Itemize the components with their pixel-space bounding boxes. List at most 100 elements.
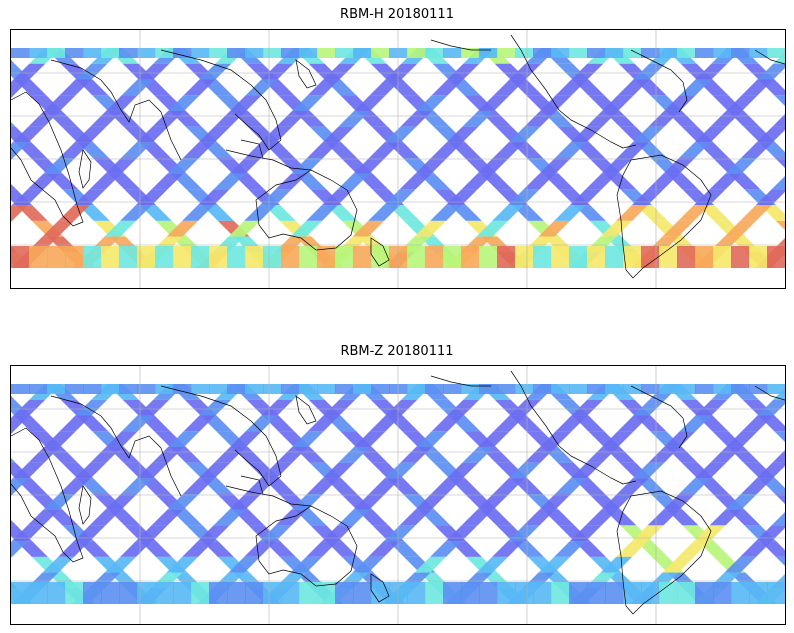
swath-segment xyxy=(197,189,230,206)
swath-segment xyxy=(228,556,261,573)
swath-segment xyxy=(209,48,228,58)
swath-segment xyxy=(197,525,230,542)
swath-segment xyxy=(263,246,282,268)
swath-segment xyxy=(11,189,44,206)
swath-segment xyxy=(137,399,170,416)
swath-segment xyxy=(209,582,228,604)
swath-segment xyxy=(662,220,695,237)
swath-segment xyxy=(292,95,324,111)
swath-segment xyxy=(78,205,110,221)
swath-segment xyxy=(605,246,624,268)
swath-segment xyxy=(659,246,678,268)
swath-segment xyxy=(73,525,106,542)
swath-segment xyxy=(16,205,48,221)
swath-segment xyxy=(47,246,66,268)
swath-segment xyxy=(586,446,619,463)
swath-segment xyxy=(407,384,426,394)
swath-segment xyxy=(354,431,386,447)
swath-segment xyxy=(512,541,544,557)
swath-segment xyxy=(65,246,84,268)
swath-segment xyxy=(569,384,588,394)
swath-segment xyxy=(183,79,216,96)
swath-segment xyxy=(261,399,294,416)
swath-segment xyxy=(13,63,46,80)
swath-segment xyxy=(245,582,264,604)
swath-segment xyxy=(191,246,210,268)
swath-segment xyxy=(507,525,540,542)
swath-segment xyxy=(461,384,480,394)
swath-segment xyxy=(524,110,557,127)
swath-segment xyxy=(307,415,340,432)
swath-segment xyxy=(450,205,482,221)
swath-segment xyxy=(497,48,516,58)
swath-segment xyxy=(415,158,447,174)
swath-segment xyxy=(137,246,156,268)
swath-segment xyxy=(400,446,433,463)
swath-segment xyxy=(369,142,401,158)
swath-segment xyxy=(137,48,156,58)
swath-segment xyxy=(539,494,571,510)
swath-segment xyxy=(659,582,678,604)
swath-segment xyxy=(617,79,650,96)
swath-segment xyxy=(105,158,137,174)
swath-segment xyxy=(771,175,785,190)
gridlines xyxy=(11,30,785,288)
coastlines xyxy=(11,34,785,279)
swath-segment xyxy=(155,384,174,394)
swath-segment xyxy=(757,63,785,80)
swath-segment xyxy=(694,462,727,479)
swath-segment xyxy=(11,415,30,432)
swath-segment xyxy=(383,189,416,206)
swath-segment xyxy=(29,384,48,394)
swath-segment xyxy=(773,387,785,400)
swath-segment xyxy=(710,110,743,127)
swath-segment xyxy=(202,205,234,221)
swath-segment xyxy=(214,446,247,463)
swath-segment xyxy=(602,431,634,447)
swath-segment xyxy=(647,509,680,526)
swath-segment xyxy=(385,63,418,80)
swath-segment xyxy=(587,48,606,58)
swath-segment xyxy=(461,582,480,604)
swath-segment xyxy=(540,95,572,111)
swath-segment xyxy=(28,110,61,127)
coastline xyxy=(370,237,390,267)
swath-segment xyxy=(191,48,210,58)
swath-segment xyxy=(694,126,727,143)
swath-segment xyxy=(731,384,750,394)
swath-segment xyxy=(632,126,665,143)
swath-segment xyxy=(74,126,107,143)
swath-segment xyxy=(83,246,102,268)
swath-segment xyxy=(227,384,246,394)
swath-segment xyxy=(662,556,695,573)
swath-segment xyxy=(710,446,743,463)
swath-segment xyxy=(431,415,464,432)
panel-title-rbm-z: RBM-Z 20180111 xyxy=(340,344,454,359)
swath-segment xyxy=(414,220,447,237)
swath-segment xyxy=(446,126,479,143)
swath-segment xyxy=(476,220,509,237)
swath-segment xyxy=(601,494,633,510)
swath-segment xyxy=(121,478,153,494)
swath-segment xyxy=(209,384,228,394)
swath-segment xyxy=(299,384,318,394)
swath-segment xyxy=(101,246,120,268)
swath-segment xyxy=(352,556,385,573)
swath-segment xyxy=(281,246,300,268)
swath-segment xyxy=(11,525,44,542)
swath-segment xyxy=(120,541,152,557)
swath-segment xyxy=(65,582,84,604)
swath-segment xyxy=(120,205,152,221)
swath-segment xyxy=(551,246,570,268)
swath-segment xyxy=(461,509,494,526)
swath-segment xyxy=(136,462,169,479)
swath-segment xyxy=(726,431,758,447)
swath-segment xyxy=(83,48,102,58)
swath-segment xyxy=(749,246,768,268)
swath-segment xyxy=(47,582,66,604)
swath-segment xyxy=(425,582,444,604)
swath-segment xyxy=(616,541,648,557)
swath-segment xyxy=(605,48,624,58)
swath-segment xyxy=(167,494,199,510)
swath-segment xyxy=(555,79,588,96)
